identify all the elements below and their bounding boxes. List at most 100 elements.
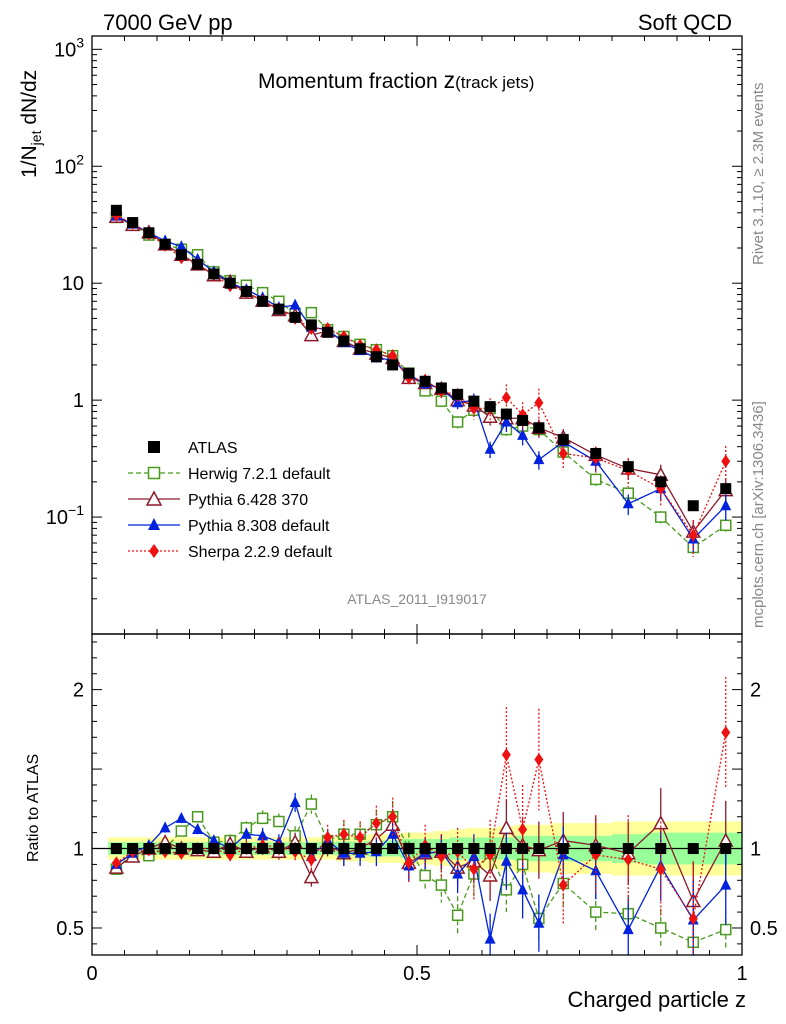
data-point xyxy=(590,447,602,459)
y-axis-label-main: 1/N xyxy=(18,145,41,178)
ratio-point xyxy=(127,843,139,855)
ratio-point xyxy=(500,843,512,855)
chart-title: Momentum fraction z(track jets) xyxy=(258,67,534,93)
data-point xyxy=(484,401,496,413)
data-point xyxy=(590,473,602,486)
data-point xyxy=(720,483,732,495)
series-line xyxy=(116,214,727,537)
ratio-point xyxy=(339,827,349,841)
ratio-point xyxy=(558,878,568,892)
ratio-point xyxy=(159,821,171,833)
ratio-point xyxy=(419,843,431,855)
data-point xyxy=(720,519,732,532)
data-point xyxy=(208,268,220,280)
ratio-uncertainty-bands xyxy=(92,821,742,876)
data-point xyxy=(501,391,511,405)
ratio-series-atlas xyxy=(110,843,732,855)
ratio-point xyxy=(688,911,698,925)
ratio-point xyxy=(469,862,479,876)
ratio-point xyxy=(655,843,667,855)
ratio-point xyxy=(175,825,188,837)
ratio-point xyxy=(192,822,204,834)
legend-label: Pythia 8.308 default xyxy=(188,518,330,535)
data-point xyxy=(435,382,447,394)
data-point xyxy=(500,408,512,420)
data-point xyxy=(192,258,204,270)
x-axis-label: Charged particle z xyxy=(567,987,746,1012)
series-line xyxy=(116,216,727,533)
ratio-point xyxy=(419,869,431,882)
chart-title-main: Momentum fraction xyxy=(258,70,444,93)
ratio-point xyxy=(354,843,366,855)
data-point xyxy=(289,298,301,310)
data-point xyxy=(517,414,529,426)
y-tick-label: 10−1 xyxy=(46,502,84,529)
x-tick-label: 0.5 xyxy=(403,963,431,985)
y-axis-label: 1/Njet dN/dz xyxy=(18,70,44,178)
legend-label: Sherpa 2.2.9 default xyxy=(188,544,333,561)
data-point xyxy=(451,416,464,428)
ratio-point xyxy=(289,795,301,807)
ratio-point xyxy=(338,843,350,855)
ratio-point xyxy=(323,830,333,844)
data-point xyxy=(482,408,498,424)
ratio-point xyxy=(256,812,269,825)
ratio-point xyxy=(257,843,269,855)
data-point xyxy=(557,434,569,446)
ratio-axis-label: Ratio to ATLAS xyxy=(25,754,42,862)
data-point xyxy=(354,343,366,355)
y-axis-label-tail: dN/dz xyxy=(18,70,41,131)
ratio-point xyxy=(143,843,155,855)
y-axis-label-sub: jet xyxy=(28,130,44,146)
ratio-point xyxy=(355,830,365,844)
ratio-point xyxy=(435,843,447,855)
ratio-point xyxy=(484,843,496,855)
ratio-point xyxy=(590,843,602,855)
ratio-point xyxy=(452,843,464,855)
ratio-tick-label-right: 0.5 xyxy=(750,918,778,940)
y-tick-label: 1 xyxy=(73,390,84,412)
ratio-point xyxy=(435,879,448,891)
data-point xyxy=(484,442,496,454)
ratio-point xyxy=(159,843,171,855)
ratio-point xyxy=(289,843,301,855)
data-point xyxy=(370,351,382,363)
rivet-label: Rivet 3.1.10, ≥ 2.3M events xyxy=(750,83,767,266)
legend-marker xyxy=(149,544,159,558)
data-point xyxy=(387,359,399,371)
ratio-point xyxy=(501,748,511,762)
series-atlas xyxy=(110,204,732,512)
data-point xyxy=(175,249,187,261)
data-point xyxy=(452,388,464,400)
ratio-point xyxy=(656,862,666,876)
legend-marker xyxy=(148,518,160,530)
legend-label: Herwig 7.2.1 default xyxy=(188,466,331,483)
data-point xyxy=(305,306,318,319)
ratio-point xyxy=(388,810,398,824)
data-point xyxy=(721,454,731,468)
data-point xyxy=(533,422,545,434)
data-point xyxy=(688,528,698,542)
legend-marker xyxy=(148,441,160,453)
analysis-label: ATLAS_2011_I919017 xyxy=(347,591,487,607)
main-plot-series xyxy=(108,204,734,558)
x-tick-label: 1 xyxy=(736,963,747,985)
data-point xyxy=(305,319,317,331)
data-point xyxy=(110,204,122,216)
data-point xyxy=(240,285,252,297)
ratio-point xyxy=(273,815,285,828)
ratio-point xyxy=(257,829,269,841)
data-point xyxy=(127,217,139,229)
ratio-point xyxy=(484,932,496,944)
ratio-point xyxy=(240,843,252,855)
ratio-point xyxy=(655,922,667,934)
ratio-point xyxy=(468,849,480,861)
ratio-point xyxy=(208,834,220,846)
ratio-point xyxy=(687,843,699,855)
ratio-point xyxy=(517,883,529,895)
y-tick-label: 10 xyxy=(62,273,84,295)
data-point xyxy=(338,335,350,347)
legend-marker xyxy=(147,466,161,480)
data-point xyxy=(388,349,398,363)
